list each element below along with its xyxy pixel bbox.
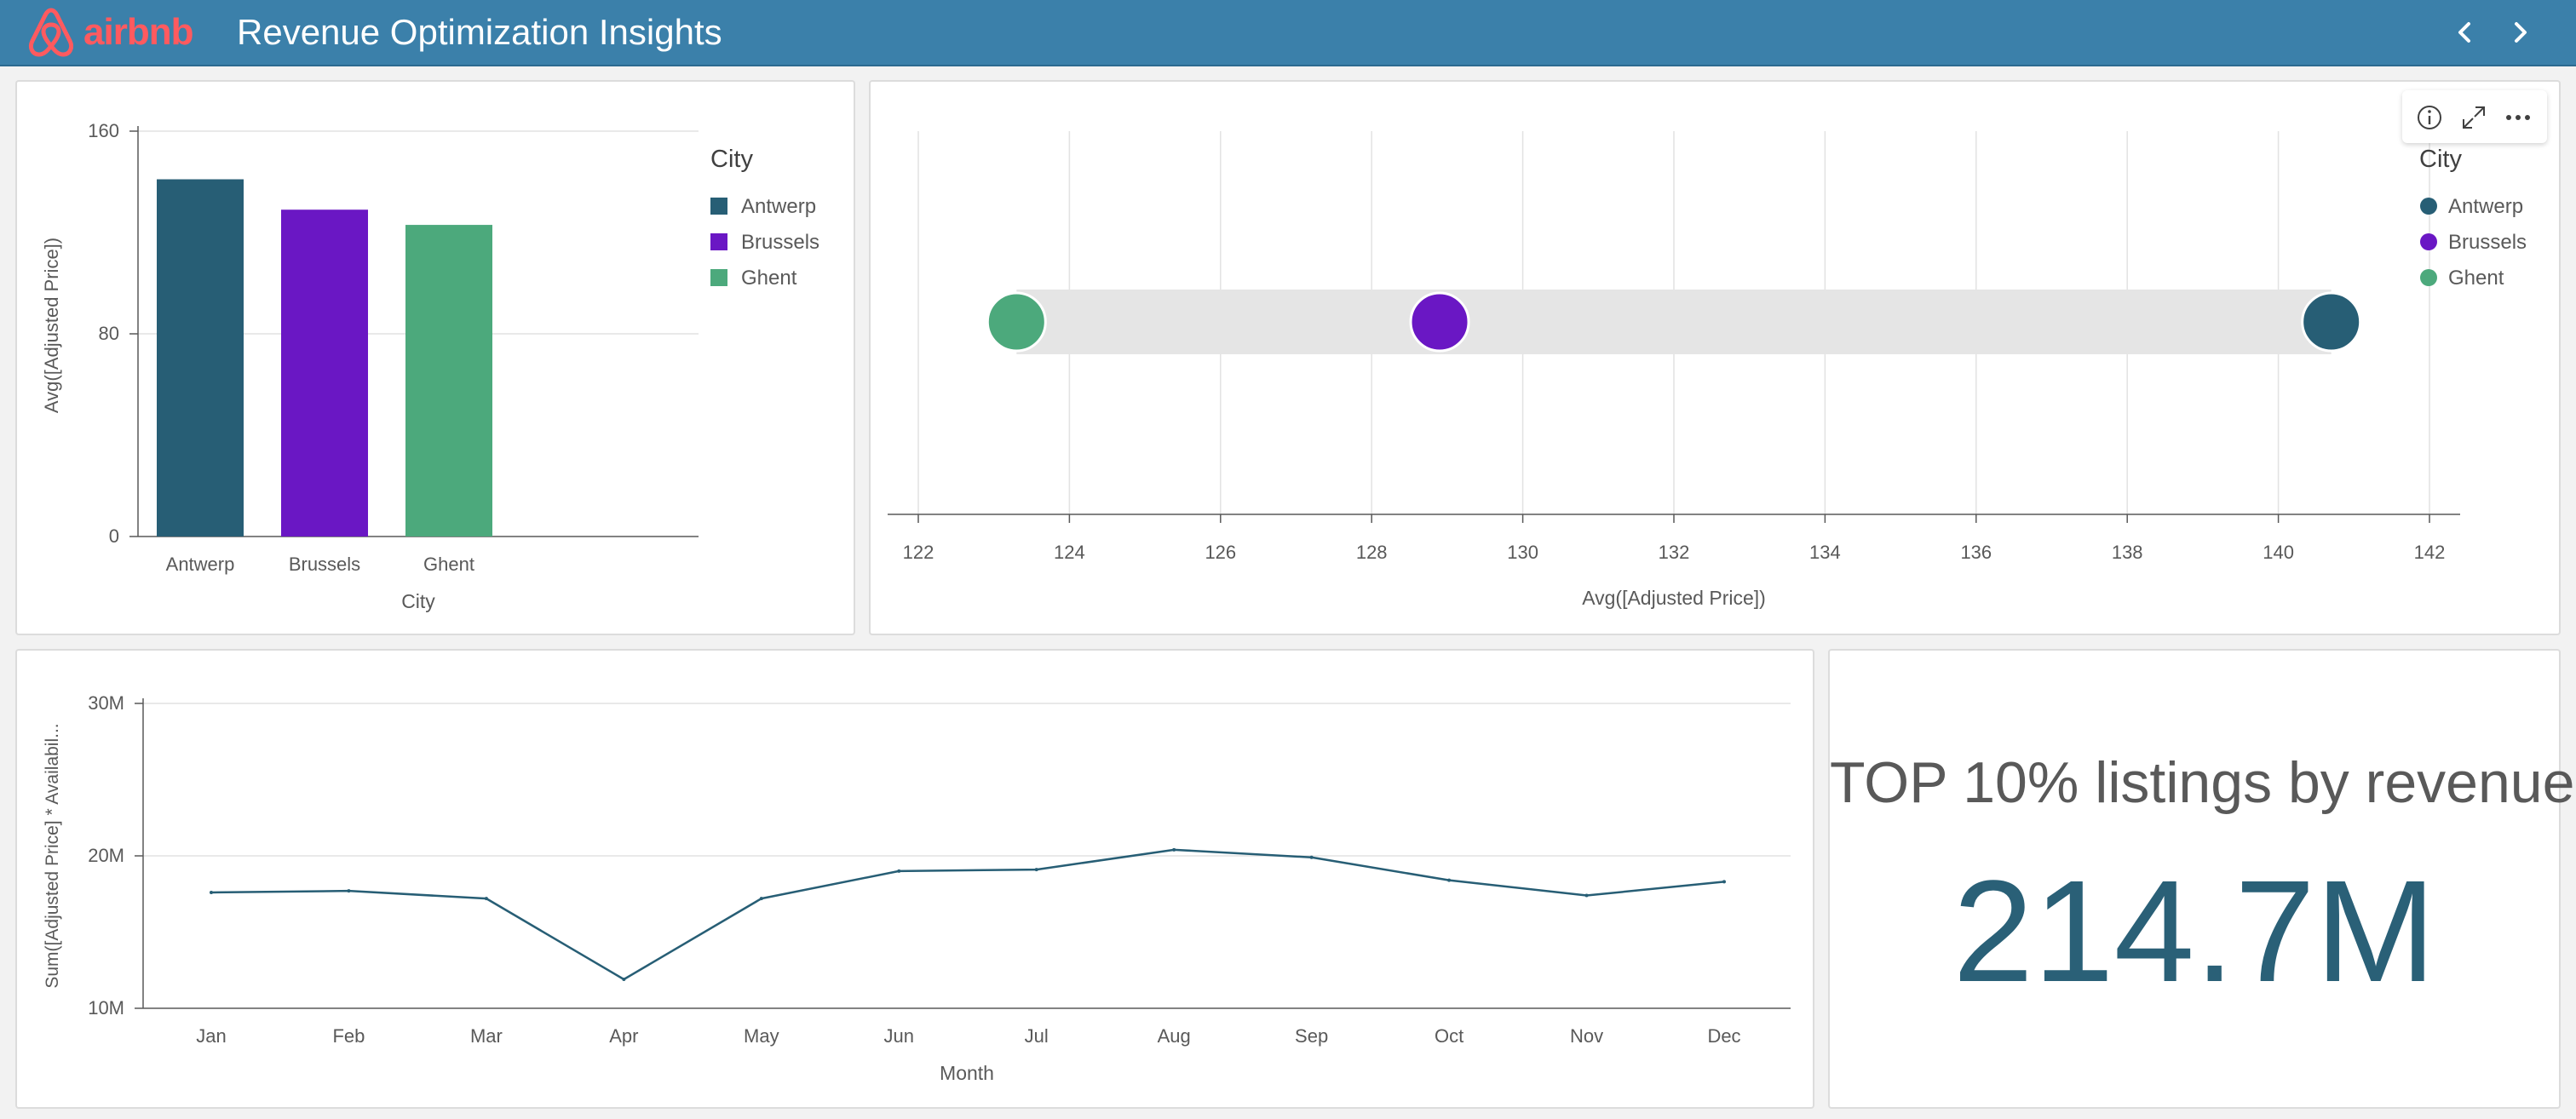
x-tick-label: Jul — [1025, 1025, 1049, 1047]
legend-label: Antwerp — [2448, 195, 2523, 218]
legend-label: Antwerp — [741, 195, 816, 218]
x-tick-label: May — [744, 1025, 779, 1047]
range-band — [1016, 290, 2332, 354]
legend-swatch-antwerp — [2420, 198, 2437, 215]
y-axis-title: Sum([Adjusted Price] * Availabil... — [43, 723, 62, 988]
line-point — [1584, 893, 1589, 898]
page-title: Revenue Optimization Insights — [237, 12, 722, 52]
bar-chart[interactable]: 0 80 160 Antwerp Brussels Ghent City Avg([Adjus… — [17, 82, 857, 637]
line-point — [484, 897, 488, 901]
x-tick-label: Sep — [1295, 1025, 1328, 1047]
x-tick-label: 132 — [1659, 542, 1690, 563]
bar-chart-panel[interactable]: 0 80 160 Antwerp Brussels Ghent City Avg([Adjus… — [15, 80, 855, 635]
kpi-title: TOP 10% listings by revenue — [1830, 750, 2575, 815]
x-tick-label: Brussels — [289, 554, 360, 575]
x-axis-title: Month — [940, 1062, 994, 1084]
x-tick-label: 124 — [1054, 542, 1085, 563]
legend-title: City — [2419, 146, 2462, 173]
point-brussels — [1409, 291, 1470, 353]
legend-title: City — [710, 146, 753, 173]
y-tick-label: 10M — [88, 997, 124, 1019]
x-tick-label: Jan — [196, 1025, 226, 1047]
chart-toolbar — [2402, 90, 2547, 143]
y-tick-label: 20M — [88, 845, 124, 866]
x-tick-label: 140 — [2263, 542, 2294, 563]
x-tick-label: Apr — [609, 1025, 638, 1047]
line-chart[interactable]: 10M 20M 30M Jan Feb Mar Apr May Jun Jul Aug Sep Oct N… — [17, 651, 1816, 1110]
line-point — [347, 889, 351, 893]
legend-swatch-antwerp — [710, 198, 727, 215]
legend-swatch-brussels — [2420, 233, 2437, 250]
chevron-right-icon[interactable] — [2503, 15, 2537, 49]
x-tick-label: Aug — [1158, 1025, 1191, 1047]
x-tick-label: 130 — [1507, 542, 1538, 563]
legend-swatch-ghent — [710, 269, 727, 286]
kpi-panel[interactable]: TOP 10% listings by revenue 214.7M — [1828, 649, 2575, 1109]
info-icon[interactable] — [2414, 102, 2445, 133]
distribution-chart-panel[interactable]: 122 124 126 128 130 132 134 136 138 140 142 Avg([Ad… — [869, 80, 2561, 635]
logo-text: airbnb — [83, 11, 193, 53]
line-chart-panel[interactable]: 10M 20M 30M Jan Feb Mar Apr May Jun Jul Aug Sep Oct N… — [15, 649, 1814, 1109]
x-axis-title: Avg([Adjusted Price]) — [1582, 587, 1766, 609]
x-tick-label: 126 — [1205, 542, 1236, 563]
line-point — [1447, 878, 1452, 882]
x-tick-label: Jun — [884, 1025, 914, 1047]
legend-swatch-brussels — [710, 233, 727, 250]
y-tick-label: 160 — [88, 120, 119, 141]
x-tick-label: Oct — [1435, 1025, 1463, 1047]
line-point — [622, 977, 626, 981]
x-axis-title: City — [401, 590, 435, 612]
x-tick-label: Nov — [1570, 1025, 1603, 1047]
y-axis-title: Avg([Adjusted Price]) — [41, 238, 62, 413]
x-tick-label: 136 — [1960, 542, 1992, 563]
more-icon[interactable] — [2503, 102, 2533, 133]
line-point — [1309, 855, 1314, 859]
distribution-chart[interactable]: 122 124 126 128 130 132 134 136 138 140 142 Avg([Ad… — [871, 82, 2562, 637]
chevron-left-icon[interactable] — [2448, 15, 2482, 49]
y-tick-label: 80 — [99, 323, 119, 344]
x-tick-label: 134 — [1809, 542, 1841, 563]
x-tick-label: Feb — [332, 1025, 365, 1047]
bar-brussels — [281, 209, 368, 537]
airbnb-logo-icon — [28, 8, 74, 57]
bar-ghent — [405, 225, 492, 537]
line-series — [210, 848, 1725, 981]
legend-label: Ghent — [741, 267, 797, 290]
x-tick-label: Mar — [470, 1025, 503, 1047]
line-point — [759, 897, 763, 901]
kpi-value: 214.7M — [1952, 851, 2436, 1013]
line-point — [210, 890, 213, 894]
x-tick-label: 128 — [1356, 542, 1388, 563]
y-tick-label: 0 — [109, 525, 119, 547]
line-point — [1172, 847, 1176, 852]
x-tick-label: 138 — [2112, 542, 2143, 563]
bar-antwerp — [157, 179, 244, 537]
x-tick-label: Antwerp — [166, 554, 235, 575]
point-antwerp — [2301, 291, 2362, 353]
app-header: airbnb Revenue Optimization Insights — [0, 0, 2576, 66]
legend-label: Ghent — [2448, 267, 2504, 290]
line-point — [897, 869, 901, 873]
legend-label: Brussels — [2448, 231, 2527, 254]
legend-swatch-ghent — [2420, 269, 2437, 286]
expand-icon[interactable] — [2458, 102, 2489, 133]
point-ghent — [986, 291, 1047, 353]
legend-label: Brussels — [741, 231, 819, 254]
line-point — [1034, 868, 1038, 872]
x-tick-label: 122 — [903, 542, 934, 563]
line-point — [1722, 880, 1726, 884]
x-tick-label: Dec — [1707, 1025, 1740, 1047]
x-tick-label: Ghent — [423, 554, 474, 575]
x-tick-label: 142 — [2414, 542, 2446, 563]
y-tick-label: 30M — [88, 692, 124, 714]
